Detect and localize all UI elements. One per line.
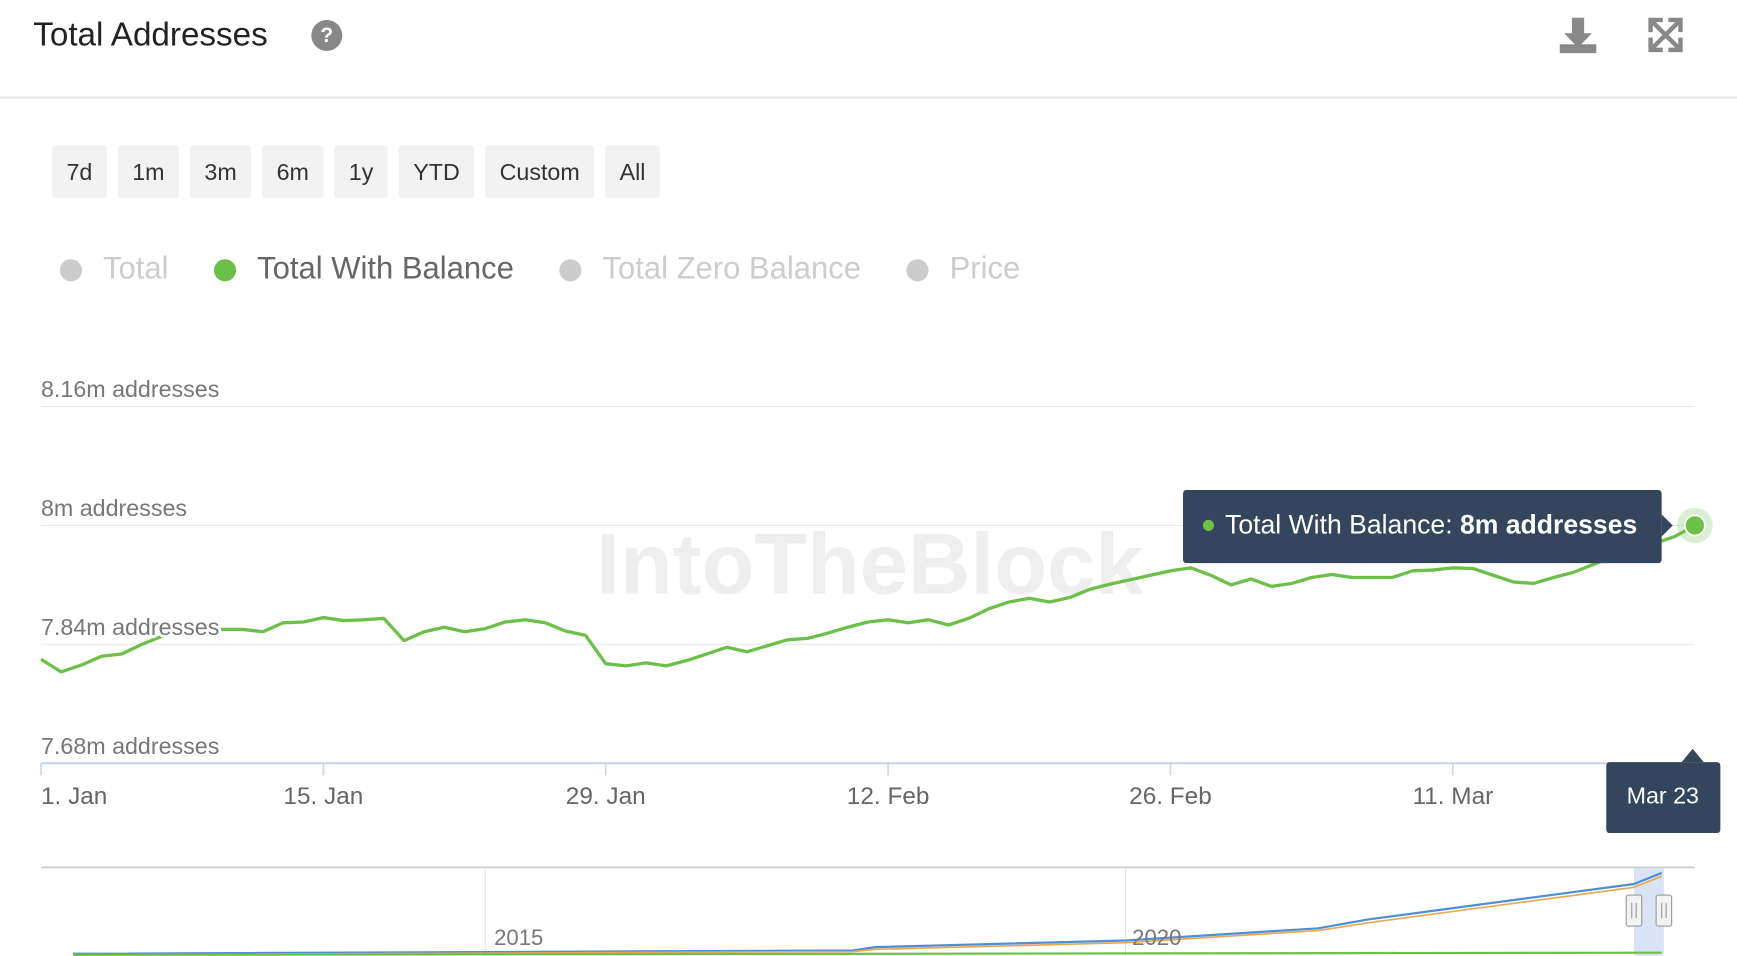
button-bg — [398, 145, 475, 199]
button-label: All — [620, 159, 646, 185]
fullscreen-button[interactable] — [1648, 17, 1683, 53]
legend-item[interactable]: Total — [59, 250, 169, 285]
navigator-handle[interactable] — [1655, 894, 1673, 927]
button-label: 7d — [66, 159, 92, 185]
legend-item[interactable]: Total With Balance — [213, 250, 514, 285]
legend-marker — [906, 259, 929, 282]
y-tick-label: 8m addresses — [41, 495, 187, 521]
navigator-handle[interactable] — [1625, 894, 1643, 927]
button-bg — [605, 145, 660, 199]
hover-point — [1684, 514, 1706, 537]
y-tick-label: 7.68m addresses — [41, 733, 219, 759]
navigator-label: 2015 — [494, 925, 543, 950]
navigator-series — [73, 875, 1662, 956]
legend-item[interactable]: Total Zero Balance — [559, 250, 861, 285]
range-button[interactable]: 1y — [334, 145, 388, 199]
button-bg — [334, 145, 388, 199]
svg-text:?: ? — [320, 24, 333, 47]
x-tick-label: 15. Jan — [283, 783, 363, 810]
navigator-label: 2020 — [1132, 925, 1181, 950]
watermark: IntoTheBlock — [596, 516, 1144, 612]
legend-marker — [59, 259, 82, 282]
tooltip: Total With Balance: 8m addresses — [1182, 490, 1673, 564]
x-tick-label: 29. Jan — [566, 783, 646, 810]
button-label: 1y — [349, 159, 374, 185]
tooltip-bg — [1182, 490, 1662, 564]
legend-label: Total — [103, 250, 168, 285]
tooltip-marker — [1202, 519, 1215, 531]
legend-label: Total With Balance — [257, 250, 514, 285]
button-label: Custom — [500, 159, 580, 185]
legend-marker — [213, 259, 237, 282]
button-bg — [117, 145, 179, 199]
x-tick-label: 12. Feb — [847, 783, 930, 810]
series-line — [40, 523, 1696, 674]
button-label: YTD — [413, 159, 460, 185]
tooltip-arrow — [1661, 514, 1673, 537]
button-bg — [485, 145, 595, 199]
range-button[interactable]: 1m — [117, 145, 179, 199]
x-tick-label: 11. Mar — [1412, 783, 1493, 810]
range-button[interactable]: 7d — [52, 145, 107, 199]
date-tooltip: Mar 23 — [1606, 748, 1721, 834]
tooltip-text: Total With Balance: 8m addresses — [1225, 510, 1637, 540]
range-button[interactable]: 3m — [190, 145, 252, 199]
tooltip-series: Total With Balance: — [1225, 510, 1453, 540]
legend-label: Price — [950, 250, 1021, 285]
button-bg — [52, 145, 107, 199]
navigator-series — [73, 951, 1662, 956]
range-button[interactable]: 6m — [262, 145, 324, 199]
plot-area: 1. Jan 15. Jan 29. Jan 12. Feb 26. Feb 11. Ma… — [38, 373, 1721, 834]
widget-title: Total Addresses — [33, 16, 268, 53]
download-button[interactable] — [1559, 17, 1597, 54]
tooltip-value: 8m addresses — [1460, 510, 1637, 540]
legend-item[interactable]: Price — [906, 250, 1020, 285]
legend-marker — [559, 259, 582, 282]
x-tick-label: 26. Feb — [1129, 783, 1212, 810]
range-button[interactable]: Custom — [485, 145, 595, 199]
navigator: 2015 2020 — [41, 866, 1695, 956]
button-label: 1m — [132, 159, 164, 185]
range-button[interactable]: YTD — [398, 145, 475, 199]
button-bg — [262, 145, 324, 199]
y-tick-label: 8.16m addresses — [41, 376, 219, 402]
navigator-series — [73, 871, 1663, 955]
button-bg — [190, 145, 252, 199]
legend: Total Total With Balance Total Zero Balanc… — [59, 250, 1020, 285]
y-tick-label: 7.84m addresses — [41, 614, 219, 640]
date-tooltip-bg — [1606, 762, 1721, 834]
range-button[interactable]: All — [605, 145, 660, 199]
button-label: 6m — [277, 159, 309, 185]
range-buttons: 7d 1m 3m 6m 1y YTD Custom All — [52, 145, 660, 199]
x-tick-label: 1. Jan — [41, 783, 107, 810]
button-label: 3m — [204, 159, 236, 185]
date-tooltip-arrow — [1681, 748, 1704, 763]
help-icon[interactable]: ? — [311, 19, 343, 51]
legend-label: Total Zero Balance — [602, 250, 860, 285]
date-tooltip-label: Mar 23 — [1627, 783, 1699, 809]
